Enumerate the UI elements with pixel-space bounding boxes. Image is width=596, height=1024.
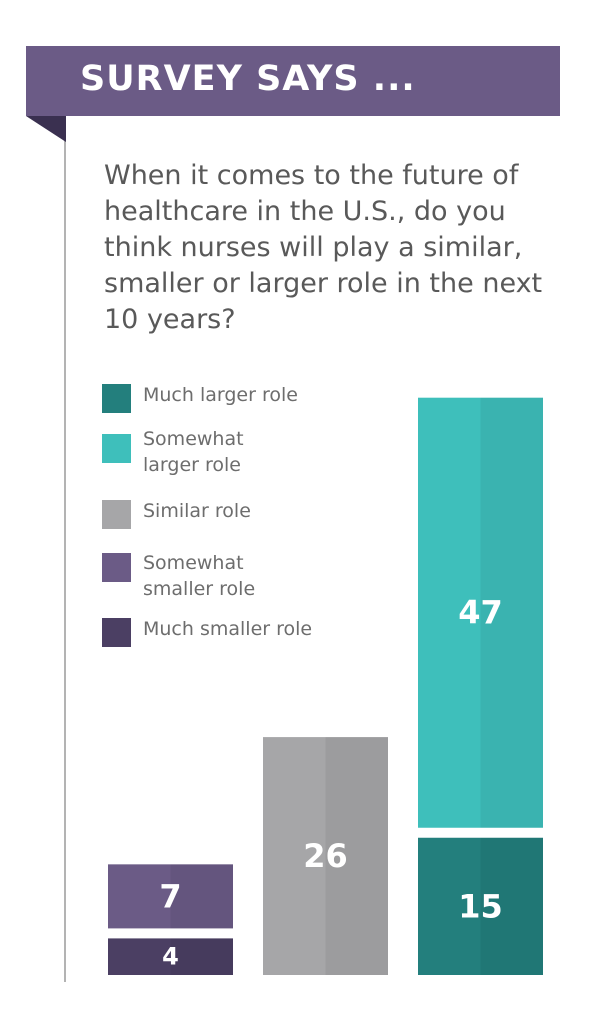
legend-swatch-much-smaller xyxy=(102,618,131,647)
left-guide-line xyxy=(64,112,66,982)
legend-swatch-somewhat-smaller xyxy=(102,553,131,582)
bar-segment-much-larger-role xyxy=(418,837,543,975)
bar-segment-somewhat-smaller-role xyxy=(108,864,233,929)
data-label-somewhat-smaller-role: 7 xyxy=(159,877,181,915)
bar-shade-somewhat-larger-role xyxy=(480,397,543,828)
data-label-much-larger-role: 15 xyxy=(458,887,503,925)
legend-label-somewhat-smaller: Somewhat smaller role xyxy=(143,552,256,600)
legend-swatch-similar xyxy=(102,500,131,529)
legend-label-much-smaller: Much smaller role xyxy=(143,618,313,640)
survey-question: When it comes to the future of healthcar… xyxy=(104,160,543,335)
bar-segment-much-smaller-role xyxy=(108,938,233,975)
bar-shade-similar-role xyxy=(325,737,388,975)
title-banner xyxy=(26,46,560,116)
data-label-much-smaller-role: 4 xyxy=(162,943,179,971)
bar-segment-similar-role xyxy=(263,737,388,975)
legend-label-similar: Similar role xyxy=(143,500,251,522)
bar-segment-somewhat-larger-role xyxy=(418,397,543,828)
bar-shade-much-larger-role xyxy=(480,837,543,975)
legend-label-somewhat-larger: Somewhat larger role xyxy=(143,428,244,476)
data-label-similar-role: 26 xyxy=(303,837,348,875)
legend-label-much-larger: Much larger role xyxy=(143,384,298,406)
page-title: SURVEY SAYS ... xyxy=(80,59,416,99)
bar-shade-much-smaller-role xyxy=(170,938,233,975)
bar-shade-somewhat-smaller-role xyxy=(170,864,233,929)
legend-swatch-much-larger xyxy=(102,384,131,413)
legend-swatch-somewhat-larger xyxy=(102,434,131,463)
banner-fold xyxy=(26,116,66,142)
data-label-somewhat-larger-role: 47 xyxy=(458,594,503,632)
